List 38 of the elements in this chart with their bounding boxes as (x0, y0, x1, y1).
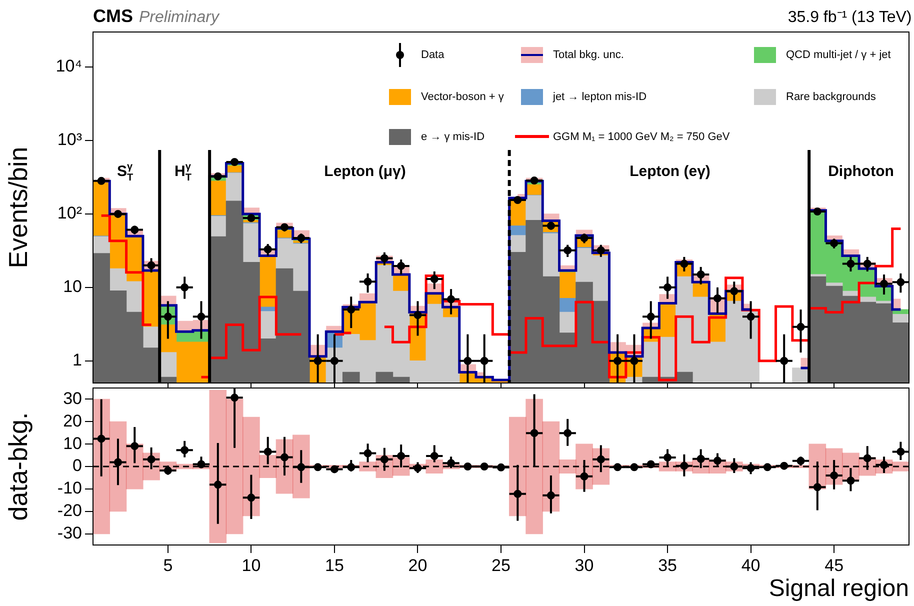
x-tick-label: 10 (242, 556, 261, 575)
chart-subtitle: Preliminary (139, 9, 220, 26)
y-tick-label: 20 (63, 411, 82, 430)
x-tick-label: 45 (824, 556, 844, 575)
legend-label: QCD multi-jet / γ + jet (786, 49, 891, 61)
chart-title: CMS (93, 6, 133, 26)
y-tick-label: 10⁴ (56, 56, 82, 76)
text: 35.9 fb⁻¹ (13 TeV) (788, 9, 912, 26)
y-tick-label: -30 (57, 523, 82, 542)
y-tick-label: 0 (72, 456, 82, 476)
annotation: Diphoton (828, 163, 894, 180)
y-tick-label: 10² (57, 204, 82, 223)
legend-label: e → γ mis-ID (421, 131, 485, 143)
x-tick-label: 30 (574, 556, 594, 575)
legend-label: Data (421, 49, 444, 61)
y-axis-title: data-bkg. (2, 412, 33, 521)
legend-label: jet → lepton mis-ID (553, 91, 647, 103)
y-tick-label: 10 (63, 277, 82, 296)
y-tick-label: 30 (63, 388, 82, 408)
annotation: Lepton (eγ) (630, 163, 710, 180)
y-tick-label: -10 (57, 478, 82, 498)
legend-label: Vector-boson + γ (421, 91, 504, 103)
x-tick-label: 20 (408, 556, 428, 575)
x-tick-label: 25 (492, 556, 510, 575)
y-tick-label: 1 (72, 350, 82, 370)
legend-label: GGM M₁ = 1000 GeV M₂ = 750 GeV (553, 131, 730, 143)
x-tick-label: 15 (325, 556, 344, 575)
legend-label: Total bkg. unc. (553, 49, 624, 61)
x-tick-label: 40 (741, 556, 760, 575)
y-tick-label: 10 (63, 434, 82, 453)
x-tick-label: 35 (658, 556, 677, 575)
y-tick-label: -20 (57, 501, 82, 520)
x-tick-label: 5 (163, 556, 173, 575)
annotation: Lepton (μγ) (324, 163, 406, 180)
y-axis-title: Events/bin (2, 146, 33, 268)
x-axis-title: Signal region (768, 575, 910, 602)
y-tick-label: 10³ (57, 130, 82, 150)
legend-label: Rare backgrounds (786, 91, 876, 103)
